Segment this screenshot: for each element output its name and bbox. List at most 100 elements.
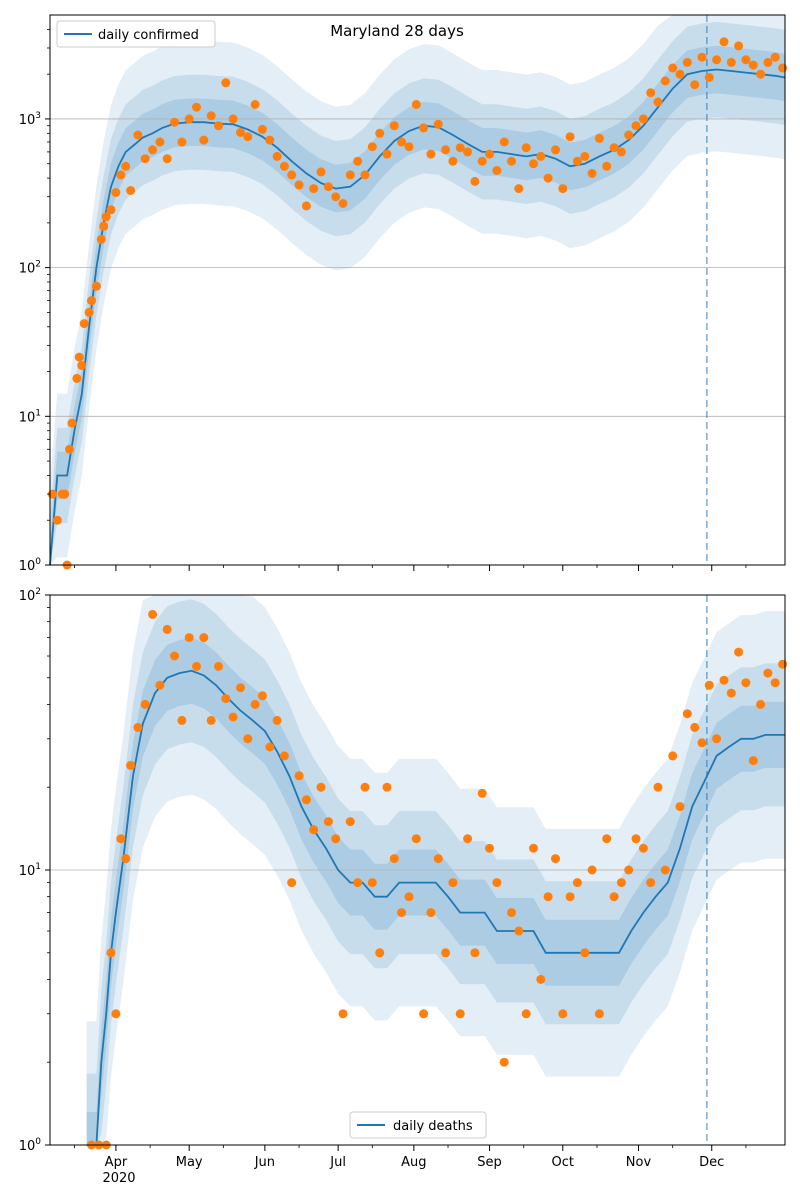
y-tick-label: 100 xyxy=(19,557,42,574)
data-point xyxy=(507,908,516,918)
data-point xyxy=(389,121,399,131)
data-point xyxy=(272,715,282,725)
data-point xyxy=(148,145,158,155)
data-point xyxy=(624,130,634,140)
data-point xyxy=(668,751,678,761)
data-point xyxy=(470,948,480,958)
data-point xyxy=(470,176,480,186)
data-point xyxy=(301,795,311,805)
data-point xyxy=(367,878,377,888)
data-point xyxy=(631,834,641,844)
data-point xyxy=(587,865,597,875)
data-point xyxy=(162,624,172,634)
data-point xyxy=(682,709,692,719)
x-tick-label: Oct xyxy=(552,1155,574,1170)
data-point xyxy=(558,184,568,194)
data-point xyxy=(272,151,282,161)
data-point xyxy=(719,675,729,685)
data-point xyxy=(551,854,560,864)
data-point xyxy=(236,128,245,137)
data-point xyxy=(433,119,443,129)
data-point xyxy=(214,121,223,131)
legend-entry-daily-confirmed: daily confirmed xyxy=(98,28,199,43)
data-point xyxy=(106,205,116,215)
data-point xyxy=(492,878,502,888)
x-tick-label: Dec xyxy=(699,1155,724,1170)
data-point xyxy=(426,908,436,918)
y-axis-ticks: 100 101 102 xyxy=(19,587,50,1154)
data-point xyxy=(91,281,101,291)
axes-frame xyxy=(49,14,786,566)
data-point xyxy=(382,149,392,159)
data-point xyxy=(712,55,722,65)
data-point xyxy=(624,865,634,875)
x-tick-label: Sep xyxy=(477,1155,502,1170)
data-point xyxy=(360,170,370,180)
series-line-daily-confirmed xyxy=(49,68,786,566)
data-point xyxy=(704,680,714,690)
data-point xyxy=(382,782,392,792)
data-point xyxy=(397,137,407,147)
data-point xyxy=(316,167,326,177)
data-point xyxy=(101,212,111,222)
data-point xyxy=(455,143,465,153)
data-point xyxy=(301,201,311,211)
legend-box xyxy=(56,20,216,48)
data-point xyxy=(77,360,87,370)
y-tick-label: 103 xyxy=(19,111,41,128)
data-point xyxy=(404,142,414,152)
data-point xyxy=(52,515,62,525)
data-point xyxy=(199,633,209,643)
data-point xyxy=(748,756,758,766)
data-point xyxy=(763,668,773,678)
data-point xyxy=(287,170,297,180)
series-lines xyxy=(49,68,786,566)
data-point xyxy=(756,69,766,79)
data-point xyxy=(243,734,253,744)
data-point xyxy=(697,52,707,62)
confidence-band-1 xyxy=(86,599,786,1145)
data-point xyxy=(155,137,165,147)
data-point xyxy=(99,221,109,231)
data-point xyxy=(499,137,509,147)
data-point xyxy=(514,926,524,936)
x-tick-label: Jul xyxy=(329,1155,346,1170)
series-lines xyxy=(86,669,785,1146)
data-point xyxy=(536,974,546,984)
data-point xyxy=(411,100,421,109)
data-point xyxy=(507,156,516,166)
data-point xyxy=(580,151,590,161)
data-point xyxy=(375,948,385,958)
data-point xyxy=(116,834,126,844)
data-point xyxy=(741,55,751,65)
data-point xyxy=(74,352,84,362)
data-point xyxy=(419,123,429,133)
data-point xyxy=(309,184,319,194)
data-point xyxy=(309,825,319,835)
data-point xyxy=(594,133,604,143)
data-point xyxy=(279,161,289,171)
data-point xyxy=(455,1009,465,1019)
data-point xyxy=(72,373,82,383)
data-point xyxy=(719,37,729,47)
chart-title: Maryland 28 days xyxy=(330,22,464,40)
data-point xyxy=(96,234,106,244)
data-point xyxy=(221,78,231,88)
y-axis-ticks: 100 101 102 103 xyxy=(19,29,50,574)
data-point xyxy=(748,60,758,70)
data-point xyxy=(514,184,524,194)
data-point xyxy=(572,156,582,166)
data-point xyxy=(257,691,267,701)
x-axis-ticks xyxy=(74,565,747,571)
data-point xyxy=(587,168,597,178)
data-point xyxy=(638,114,648,124)
legend-entry-daily-deaths: daily deaths xyxy=(393,1119,473,1134)
data-point xyxy=(177,137,187,147)
data-point xyxy=(345,817,355,827)
data-point xyxy=(184,114,194,124)
y-tick-label: 101 xyxy=(19,408,41,425)
data-point xyxy=(660,865,670,875)
data-point xyxy=(162,154,172,164)
confidence-band-2 xyxy=(86,637,786,1145)
